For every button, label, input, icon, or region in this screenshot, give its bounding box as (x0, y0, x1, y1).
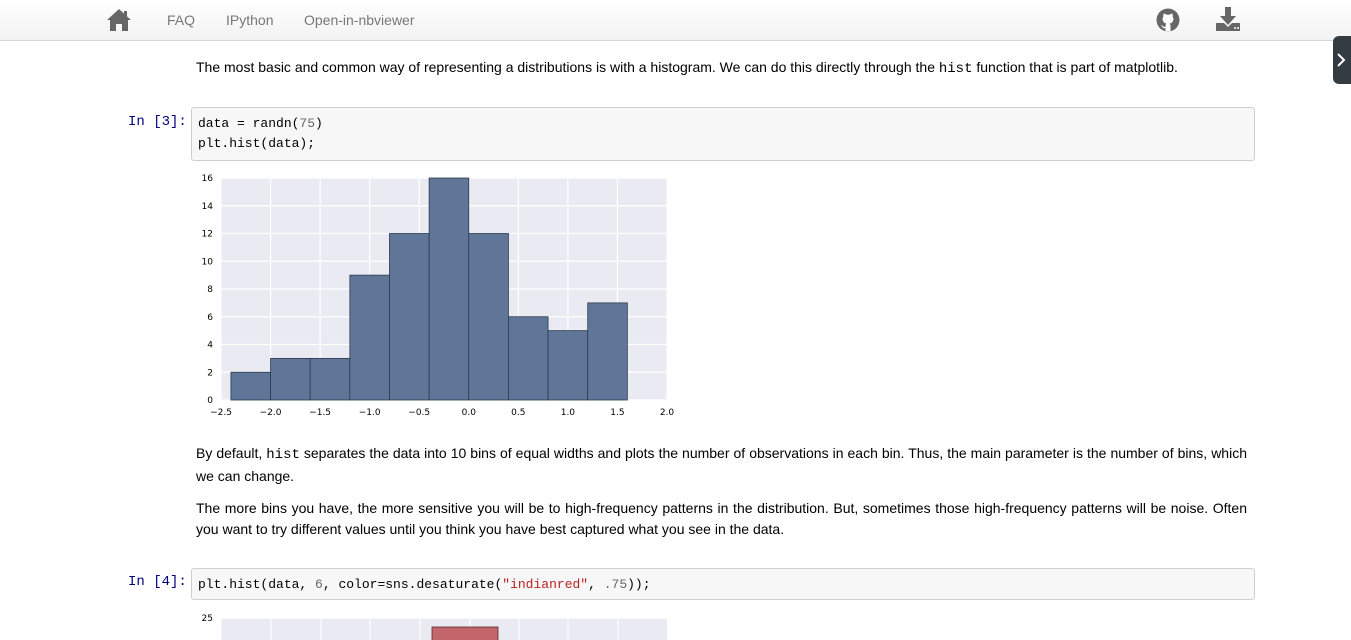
y-tick-label: 14 (202, 202, 214, 212)
histogram-bar (587, 302, 628, 401)
y-tick-label: 4 (207, 341, 213, 351)
histogram-bar (230, 371, 271, 401)
input-prompt: In [4]: (128, 574, 187, 590)
y-tick-label: 12 (202, 230, 213, 240)
histogram-chart: −2.5 −2.0 −1.5 −1.0 −0.5 0.0 0.5 1.0 1.5 2.0 0 2 4 6 8… (202, 174, 675, 418)
github-icon[interactable] (1156, 8, 1180, 32)
x-tick-label: −2.5 (210, 408, 232, 418)
inline-code: hist (938, 61, 973, 77)
histogram-chart-2: 25 (202, 614, 667, 640)
x-tick-label: −1.0 (359, 408, 381, 418)
y-tick-label: 10 (202, 257, 214, 267)
chevron-right-icon (1337, 53, 1346, 67)
x-tick-label: −0.5 (408, 408, 430, 418)
histogram-bar (428, 177, 470, 401)
markdown-intro: The most basic and common way of represe… (196, 59, 1178, 77)
download-icon[interactable] (1215, 6, 1241, 32)
histogram-bar (389, 233, 430, 401)
x-tick-label: 1.5 (610, 408, 624, 418)
y-tick-label: 16 (202, 174, 214, 184)
x-tick-label: −1.5 (309, 408, 331, 418)
x-tick-label: 2.0 (660, 408, 675, 418)
histogram-bar (270, 357, 311, 401)
y-tick-label: 8 (207, 285, 213, 295)
home-icon[interactable] (106, 8, 132, 32)
nav-link-ipython[interactable]: IPython (226, 12, 274, 28)
input-prompt: In [3]: (128, 114, 187, 130)
y-tick-label: 6 (207, 313, 213, 323)
histogram-bar (349, 274, 390, 401)
navbar: FAQ IPython Open-in-nbviewer (0, 0, 1351, 41)
nav-link-open-in-nbviewer[interactable]: Open-in-nbviewer (304, 12, 415, 28)
markdown-bins-explanation: By default, hist separates the data into… (196, 445, 1247, 484)
markdown-bins-sensitivity: The more bins you have, the more sensiti… (196, 500, 1247, 537)
inline-code: hist (266, 447, 300, 463)
x-tick-label: 0.5 (511, 408, 525, 418)
histogram-bar (468, 233, 509, 401)
y-tick-label: 0 (207, 396, 213, 406)
y-tick-label: 25 (202, 614, 213, 624)
histogram-bar (431, 626, 499, 640)
x-tick-label: −2.0 (260, 408, 282, 418)
nav-link-faq[interactable]: FAQ (167, 12, 196, 28)
code-cell-3[interactable]: data = randn(75) plt.hist(data); (191, 107, 1255, 161)
code-cell-4[interactable]: plt.hist(data, 6, color=sns.desaturate("… (191, 568, 1255, 600)
x-tick-label: 0.0 (462, 408, 477, 418)
histogram-bar (508, 316, 549, 401)
side-panel-toggle[interactable] (1333, 36, 1351, 84)
histogram-bar (547, 330, 589, 401)
histogram-bar (309, 357, 351, 401)
y-tick-label: 2 (207, 368, 213, 378)
x-tick-label: 1.0 (561, 408, 576, 418)
